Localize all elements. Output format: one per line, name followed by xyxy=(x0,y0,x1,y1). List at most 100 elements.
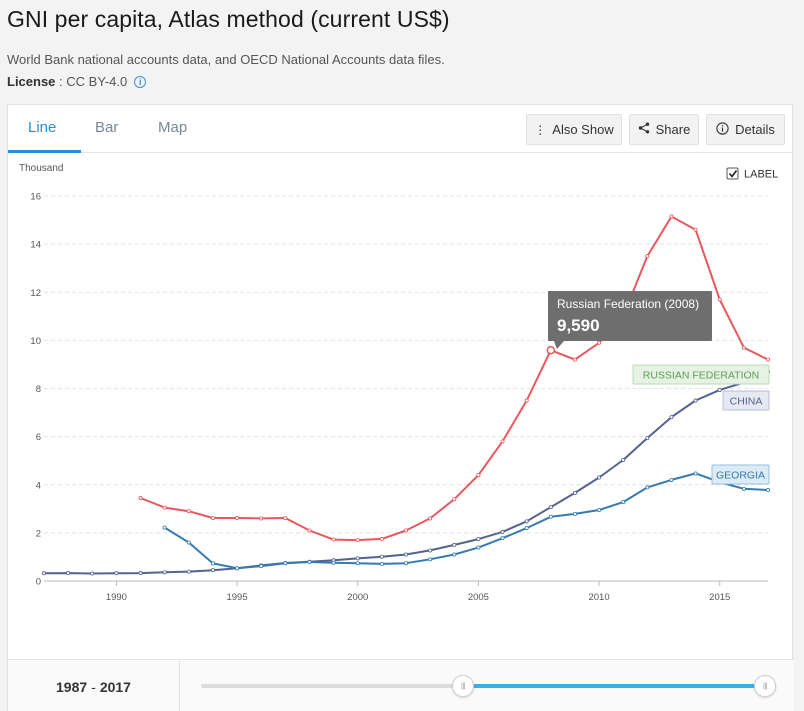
data-point-russian-federation xyxy=(186,509,191,514)
data-point-china xyxy=(210,568,215,573)
tab-bar[interactable]: Bar xyxy=(95,119,119,136)
data-point-russian-federation xyxy=(283,515,288,520)
data-point-russian-federation xyxy=(476,473,481,478)
license-line: License : CC BY-4.0 i xyxy=(7,74,147,89)
data-point-georgia xyxy=(210,561,215,566)
y-tick-label: 8 xyxy=(36,384,41,395)
info-circle-icon[interactable]: i xyxy=(134,75,147,88)
data-point-russian-federation xyxy=(355,538,360,543)
data-point-georgia xyxy=(476,545,481,550)
data-point-russian-federation xyxy=(693,227,698,232)
data-point-china xyxy=(693,398,698,403)
data-point-china xyxy=(379,554,384,559)
y-tick-label: 10 xyxy=(30,336,41,347)
tab-line[interactable]: Line xyxy=(28,119,57,136)
data-point-russian-federation xyxy=(379,536,384,541)
data-point-georgia xyxy=(259,564,264,569)
tooltip-pointer xyxy=(554,341,564,349)
data-point-georgia xyxy=(500,536,505,541)
y-tick-label: 14 xyxy=(30,240,41,251)
slider-selected-range xyxy=(463,684,765,688)
series-line-china xyxy=(43,370,769,575)
license-label: License xyxy=(7,74,56,89)
slider-start-handle[interactable]: ||| xyxy=(452,675,474,697)
series-label-russian-federation: RUSSIAN FEDERATION xyxy=(643,370,759,382)
data-point-china xyxy=(403,552,408,557)
data-point-georgia xyxy=(452,552,457,557)
data-point-georgia xyxy=(403,561,408,566)
data-point-china xyxy=(669,415,674,420)
data-point-china xyxy=(90,571,95,576)
data-point-georgia xyxy=(428,557,433,562)
y-tick-label: 12 xyxy=(30,288,41,299)
data-point-georgia xyxy=(548,514,553,519)
x-tick-label: 2015 xyxy=(709,592,730,603)
series-label-box-georgia xyxy=(711,464,770,485)
series-label-georgia: GEORGIA xyxy=(716,470,765,482)
data-point-russian-federation xyxy=(669,214,674,219)
series-label-box-russian-federation xyxy=(632,364,770,385)
also-show-button[interactable]: ⋮ Also Show xyxy=(526,114,622,145)
line-chart: Thousand 0 2 4 6 8 10 12 14 16 1990 1995 2000 2005 201… xyxy=(19,163,778,603)
label-checkbox[interactable]: LABEL xyxy=(726,167,778,181)
license-value: : CC BY-4.0 xyxy=(55,74,128,89)
data-point-russian-federation xyxy=(403,528,408,533)
x-tick-label: 2005 xyxy=(468,592,489,603)
data-point-russian-federation xyxy=(645,254,650,259)
info-circle-icon xyxy=(716,121,729,138)
data-point-china xyxy=(138,571,143,576)
data-point-russian-federation xyxy=(597,340,602,345)
slider-end-handle[interactable]: ||| xyxy=(754,675,776,697)
x-tick-label: 2010 xyxy=(588,592,609,603)
source-text: World Bank national accounts data, and O… xyxy=(7,52,445,67)
data-point-georgia xyxy=(235,566,240,571)
data-point-georgia xyxy=(283,561,288,566)
data-point-russian-federation xyxy=(524,398,529,403)
chart-panel: Line Bar Map ⋮ Also Show Share Details T… xyxy=(7,104,794,711)
y-tick-label: 2 xyxy=(36,528,41,539)
data-point-georgia xyxy=(645,485,650,490)
tooltip-value: 9,590 xyxy=(557,316,600,335)
also-show-label: Also Show xyxy=(552,122,614,137)
data-point-georgia xyxy=(307,559,312,564)
tooltip-title: Russian Federation (2008) xyxy=(557,297,699,311)
data-point-russian-federation xyxy=(717,297,722,302)
tab-map[interactable]: Map xyxy=(158,119,188,136)
data-point-russian-federation xyxy=(572,357,577,362)
data-point-china xyxy=(428,548,433,553)
y-tick-label: 0 xyxy=(36,577,41,588)
year-range-slider: 1987 - 2017 ||| ||| xyxy=(8,659,794,711)
vertical-dots-icon: ⋮ xyxy=(534,122,547,137)
share-button[interactable]: Share xyxy=(629,114,699,145)
data-point-china xyxy=(717,387,722,392)
details-button[interactable]: Details xyxy=(706,114,785,145)
y-tick-label: 4 xyxy=(36,480,41,491)
data-point-georgia xyxy=(766,488,771,493)
y-tick-label: 6 xyxy=(36,432,41,443)
data-point-russian-federation xyxy=(162,505,167,510)
data-point-georgia xyxy=(162,525,167,530)
data-point-georgia xyxy=(669,477,674,482)
view-tabs: Line Bar Map ⋮ Also Show Share Details xyxy=(8,105,792,153)
range-label: 1987 - 2017 xyxy=(8,660,180,711)
data-point-georgia xyxy=(621,500,626,505)
data-point-russian-federation xyxy=(428,516,433,521)
label-toggle-text: LABEL xyxy=(744,169,778,181)
data-point-china xyxy=(524,519,529,524)
data-point-russian-federation xyxy=(741,345,746,350)
checkbox-box xyxy=(726,167,739,180)
data-point-china xyxy=(500,529,505,534)
data-point-russian-federation xyxy=(452,497,457,502)
tooltip-background xyxy=(548,291,712,341)
details-label: Details xyxy=(735,122,775,137)
data-point-china xyxy=(42,571,47,576)
data-point-china xyxy=(597,475,602,480)
data-point-georgia xyxy=(572,511,577,516)
x-tick-label: 2000 xyxy=(347,592,368,603)
data-point-georgia xyxy=(693,471,698,476)
data-point-russian-federation xyxy=(331,537,336,542)
y-axis-label: Thousand xyxy=(19,163,63,174)
chart-area: Thousand 0 2 4 6 8 10 12 14 16 1990 1995 2000 2005 201… xyxy=(8,153,794,659)
data-point-china xyxy=(572,490,577,495)
x-tick-label: 1990 xyxy=(106,592,127,603)
